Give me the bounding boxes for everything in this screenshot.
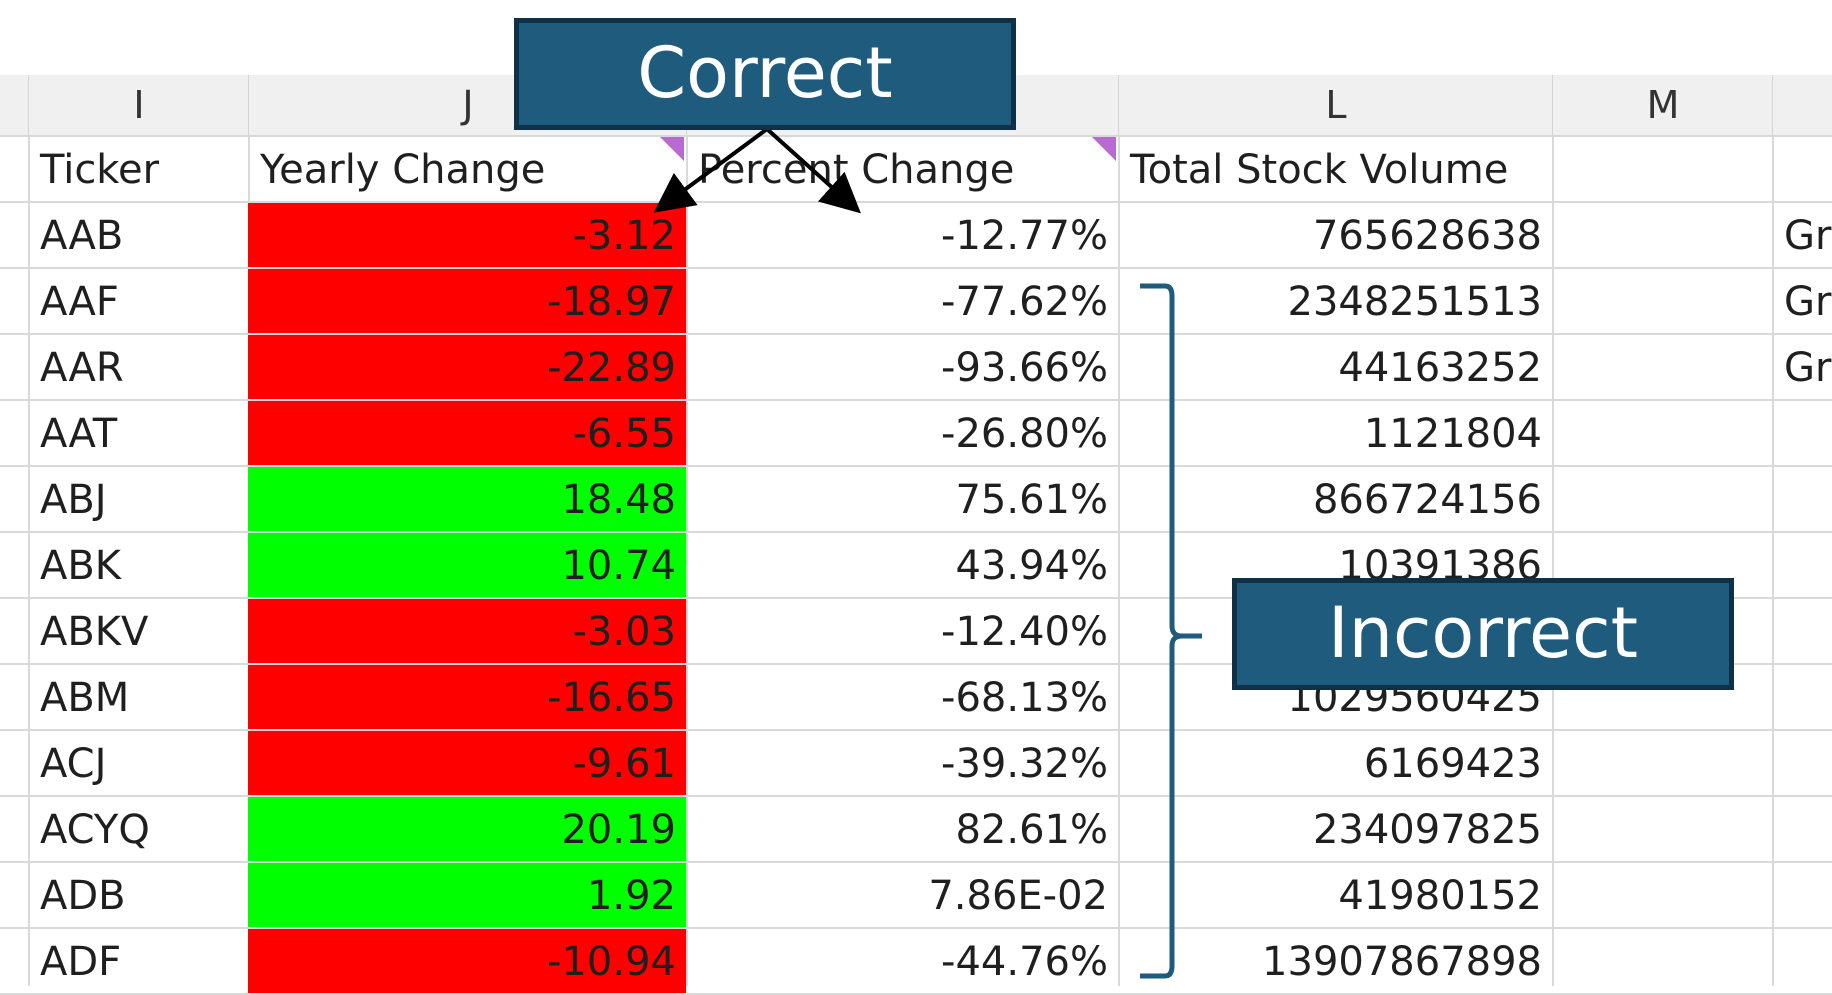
yearly-change-cell[interactable]: 18.48 [248,467,686,531]
yearly-change-cell[interactable]: 10.74 [248,533,686,597]
incorrect-callout: Incorrect [1232,578,1734,690]
column-header-m[interactable]: M [1646,83,1680,127]
percent-change-cell[interactable]: -93.66% [941,345,1108,391]
yearly-change-cell[interactable]: -9.61 [248,731,686,795]
percent-change-cell[interactable]: 82.61% [955,807,1108,853]
grid-line [1552,137,1554,986]
total-volume-cell[interactable]: 866724156 [1312,477,1542,523]
column-n-cell[interactable] [1772,599,1832,663]
ticker-cell[interactable]: AAT [40,411,118,457]
column-header-i[interactable]: I [133,83,145,127]
row-line [0,861,1832,863]
total-volume-cell[interactable]: 13907867898 [1262,939,1542,985]
percent-change-cell[interactable]: -12.40% [941,609,1108,655]
ticker-cell[interactable]: ACYQ [40,807,150,853]
total-volume-cell[interactable]: 765628638 [1312,213,1542,259]
column-n-cell[interactable] [1772,863,1832,927]
header-percent-change[interactable]: Percent Change [698,147,1015,193]
percent-change-cell[interactable]: -39.32% [941,741,1108,787]
yearly-change-cell[interactable]: 20.19 [248,797,686,861]
total-volume-cell[interactable]: 6169423 [1363,741,1542,787]
row-line [0,135,1832,137]
total-volume-cell[interactable]: 41980152 [1338,873,1542,919]
ticker-cell[interactable]: ABJ [40,477,107,523]
ticker-cell[interactable]: ABKV [40,609,149,655]
row-line [0,597,1832,599]
column-n-cell[interactable]: Gr [1784,345,1832,391]
percent-change-cell[interactable]: -77.62% [941,279,1108,325]
percent-change-cell[interactable]: -44.76% [941,939,1108,985]
comment-indicator[interactable] [660,137,684,161]
yearly-change-cell[interactable]: -3.12 [248,203,686,267]
row-line [0,795,1832,797]
column-n-cell[interactable] [1772,665,1832,729]
grid-line [1772,137,1774,986]
row-line [0,201,1832,203]
row-line [0,729,1832,731]
percent-change-cell[interactable]: -12.77% [941,213,1108,259]
header-total-stock-volume[interactable]: Total Stock Volume [1130,147,1509,193]
column-n-cell[interactable]: Gr [1784,279,1832,325]
percent-change-cell[interactable]: -68.13% [941,675,1108,721]
row-line [0,927,1832,929]
ticker-cell[interactable]: AAB [40,213,124,259]
column-n-cell[interactable]: Gr [1784,213,1832,259]
yearly-change-cell[interactable]: -16.65 [248,665,686,729]
comment-indicator[interactable] [1092,137,1116,161]
grid-line [686,137,688,986]
column-separator [248,75,249,135]
ticker-cell[interactable]: ABK [40,543,122,589]
row-line [0,267,1832,269]
column-n-cell[interactable] [1772,467,1832,531]
correct-label: Correct [637,32,893,114]
column-n-cell[interactable] [1772,731,1832,795]
ticker-cell[interactable]: AAR [40,345,124,391]
grid-line [28,137,30,986]
correct-callout: Correct [514,18,1016,130]
row-line [0,333,1832,335]
total-volume-cell[interactable]: 234097825 [1312,807,1542,853]
total-volume-cell[interactable]: 44163252 [1338,345,1542,391]
column-separator [28,75,29,135]
total-volume-cell[interactable]: 2348251513 [1287,279,1543,325]
row-line [0,465,1832,467]
column-separator [1118,75,1119,135]
percent-change-cell[interactable]: 43.94% [955,543,1108,589]
yearly-change-cell[interactable]: -22.89 [248,335,686,399]
column-header-j[interactable]: J [462,83,474,127]
column-n-cell[interactable] [1772,929,1832,993]
row-line [0,531,1832,533]
ticker-cell[interactable]: ADF [40,939,122,985]
ticker-cell[interactable]: AAF [40,279,119,325]
percent-change-cell[interactable]: 75.61% [955,477,1108,523]
row-line [0,663,1832,665]
yearly-change-cell[interactable]: -3.03 [248,599,686,663]
column-separator [1552,75,1553,135]
ticker-cell[interactable]: ABM [40,675,130,721]
ticker-cell[interactable]: ACJ [40,741,107,787]
row-line [0,399,1832,401]
percent-change-cell[interactable]: 7.86E-02 [928,873,1108,919]
column-separator [1772,75,1773,135]
header-ticker[interactable]: Ticker [40,147,160,193]
yearly-change-cell[interactable]: -10.94 [248,929,686,993]
column-n-cell[interactable] [1772,797,1832,861]
grid-line [1118,137,1120,986]
header-yearly-change[interactable]: Yearly Change [260,147,546,193]
total-volume-cell[interactable]: 1121804 [1363,411,1542,457]
yearly-change-cell[interactable]: 1.92 [248,863,686,927]
incorrect-label: Incorrect [1327,592,1639,674]
column-n-cell[interactable] [1772,533,1832,597]
column-n-cell[interactable] [1772,401,1832,465]
percent-change-cell[interactable]: -26.80% [941,411,1108,457]
yearly-change-cell[interactable]: -6.55 [248,401,686,465]
column-header-l[interactable]: L [1325,83,1347,127]
yearly-change-cell[interactable]: -18.97 [248,269,686,333]
ticker-cell[interactable]: ADB [40,873,126,919]
